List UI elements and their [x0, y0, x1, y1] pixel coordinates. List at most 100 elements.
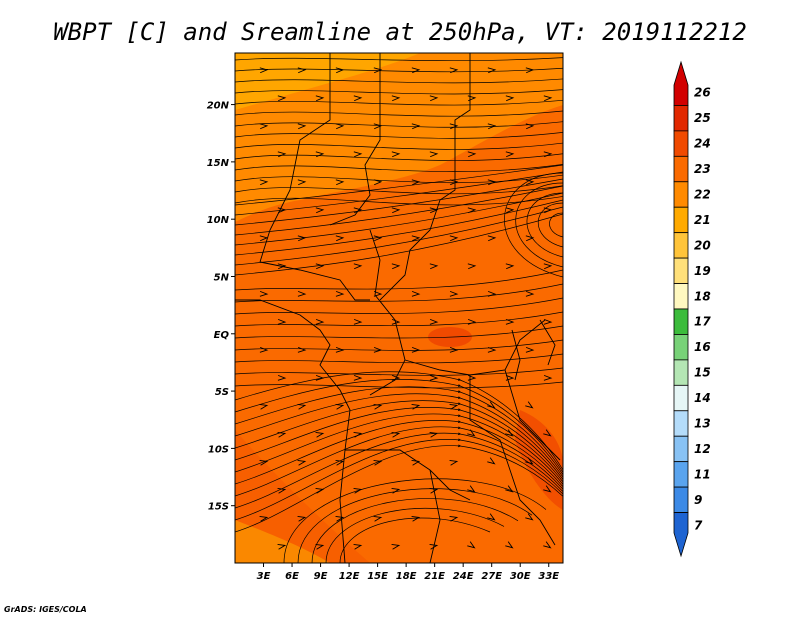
- flow-arrow: [564, 179, 571, 184]
- colorbar-label: 19: [694, 264, 711, 278]
- flow-arrow: [353, 374, 363, 381]
- streamline: [235, 78, 563, 84]
- colorbar-label: 15: [694, 366, 711, 380]
- colorbar-segment: [673, 105, 689, 132]
- x-tick-label: 33E: [538, 571, 559, 582]
- flow-arrow: [315, 431, 325, 438]
- plot-frame: [234, 52, 564, 564]
- colorbar-segment: [673, 130, 689, 157]
- x-tick-label: 21E: [424, 571, 445, 582]
- streamline: [235, 132, 563, 139]
- field-sw-corner: [235, 520, 330, 563]
- streamline: [339, 517, 491, 563]
- flow-arrow: [525, 457, 534, 465]
- x-tick-label: 9E: [314, 571, 328, 582]
- flow-arrow: [525, 235, 535, 242]
- flow-arrow: [467, 429, 476, 437]
- border-line: [539, 319, 556, 366]
- flow-arrow: [259, 346, 269, 353]
- flow-arrow: [315, 318, 325, 325]
- flow-arrow: [487, 290, 497, 297]
- flow-arrow: [411, 403, 421, 410]
- flow-arrow: [505, 95, 515, 102]
- flow-arrow: [297, 67, 307, 74]
- streamline: [235, 420, 563, 488]
- colorbar-segment: [673, 334, 689, 361]
- x-tick-label: 27E: [481, 571, 502, 582]
- streamline: [235, 99, 563, 106]
- y-tick-label: 5S: [215, 387, 229, 398]
- streamline: [235, 206, 563, 266]
- flow-arrow: [335, 403, 345, 410]
- flow-arrow: [277, 487, 287, 494]
- flow-arrow: [373, 290, 383, 297]
- border-line: [504, 369, 561, 461]
- flow-arrow: [335, 459, 345, 466]
- grads-credit: GrADS: IGES/COLA: [4, 605, 87, 614]
- flow-arrow: [467, 318, 477, 325]
- colorbar-bottom-triangle: [673, 512, 689, 558]
- x-tick-label: 24E: [453, 571, 474, 582]
- flow-arrow: [487, 179, 497, 186]
- streamline: [235, 213, 563, 276]
- flow-arrow: [277, 431, 287, 438]
- streamline: [235, 393, 563, 478]
- flow-arrow: [391, 263, 401, 270]
- streamline: [235, 57, 563, 62]
- flow-arrow: [391, 207, 401, 214]
- flow-arrow: [564, 123, 571, 128]
- colorbar-label: 24: [694, 137, 711, 151]
- streamline: [235, 185, 563, 236]
- flow-arrow: [543, 151, 553, 158]
- border-line: [235, 299, 351, 563]
- colorbar-label: 25: [694, 111, 711, 125]
- streamline: [235, 110, 563, 117]
- flow-arrow: [487, 401, 496, 409]
- flow-arrow: [467, 151, 477, 158]
- colorbar-segment: [673, 435, 689, 463]
- flow-arrow: [581, 430, 590, 438]
- flow-arrow: [277, 95, 287, 102]
- flow-arrow: [277, 318, 287, 325]
- flow-arrow: [543, 485, 552, 493]
- flow-arrow: [487, 235, 497, 242]
- flow-arrow: [449, 67, 459, 74]
- flow-arrow: [297, 403, 307, 410]
- flow-arrow: [373, 123, 383, 130]
- border-line: [369, 229, 406, 396]
- border-line: [259, 53, 331, 263]
- streamline: [235, 199, 563, 256]
- flow-arrow: [297, 515, 307, 522]
- streamline: [235, 178, 563, 226]
- flow-arrow: [563, 402, 572, 410]
- streamline: [235, 353, 563, 364]
- colorbar-segment: [673, 359, 689, 386]
- streamline: [235, 444, 563, 533]
- flow-arrow: [411, 67, 421, 74]
- colorbar-label: 22: [694, 188, 711, 202]
- colorbar-segment: [673, 232, 689, 259]
- colorbar-segment: [673, 181, 689, 208]
- flow-arrow: [315, 151, 325, 158]
- flow-arrow: [297, 290, 307, 297]
- flow-arrow: [505, 485, 514, 493]
- streamline: [235, 367, 563, 376]
- flow-arrow: [391, 151, 401, 158]
- flow-arrow: [297, 179, 307, 186]
- flow-arrow: [449, 459, 459, 466]
- flow-arrow: [353, 431, 363, 438]
- flow-arrow: [525, 290, 535, 297]
- colorbar-label: 12: [694, 442, 711, 456]
- flow-arrow: [353, 207, 363, 214]
- flow-arrow: [315, 207, 325, 214]
- flow-arrow: [429, 95, 439, 102]
- flow-arrow: [543, 318, 553, 325]
- flow-arrow: [335, 67, 345, 74]
- streamline: [235, 426, 563, 497]
- flow-arrow: [543, 263, 553, 270]
- streamline: [235, 67, 563, 73]
- flow-arrow: [277, 207, 287, 214]
- flow-arrow: [449, 123, 459, 130]
